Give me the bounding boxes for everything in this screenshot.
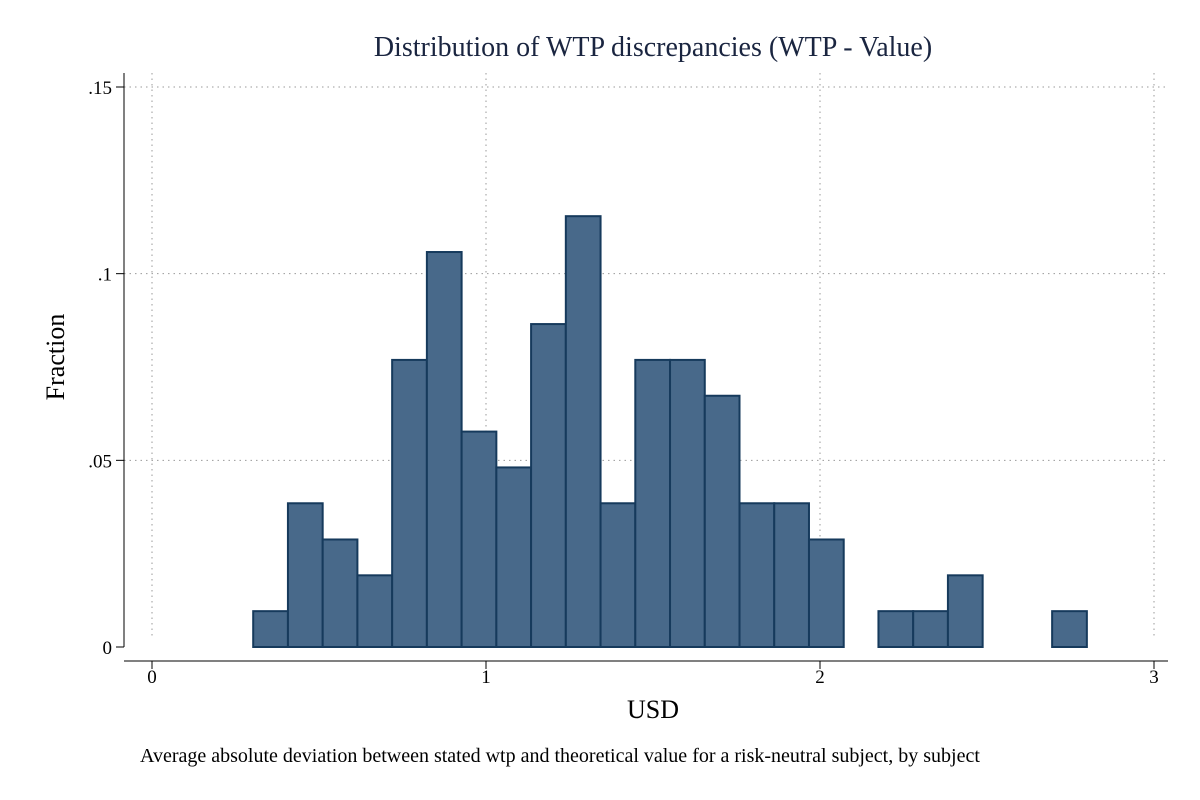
histogram-bar (877, 610, 915, 648)
histogram-bar (530, 323, 567, 648)
histogram-bar (703, 394, 741, 648)
histogram-bar (286, 502, 324, 648)
histogram-bar (1051, 610, 1088, 648)
histogram-bar (495, 466, 533, 648)
histogram-bar (773, 502, 810, 648)
histogram-bar (912, 610, 949, 648)
histogram-bar (599, 502, 637, 648)
x-axis-title: USD (627, 695, 679, 724)
chart-note: Average absolute deviation between state… (140, 745, 980, 767)
axes-layer: 0 .05 .1 .15 0 1 2 3 (88, 73, 1168, 688)
histogram-bar (356, 574, 394, 649)
histogram-bar (391, 358, 428, 648)
y-tick-label: .15 (88, 78, 112, 99)
histogram-bar (738, 502, 776, 648)
histogram-bar (321, 538, 359, 648)
y-tick-label: 0 (103, 638, 113, 659)
y-tick-label: .05 (88, 451, 112, 472)
chart-title: Distribution of WTP discrepancies (WTP -… (374, 32, 932, 63)
y-tick-label: .1 (98, 265, 112, 286)
x-tick-label: 3 (1149, 667, 1159, 688)
bars-layer (252, 215, 1088, 649)
x-tick-label: 1 (481, 667, 491, 688)
histogram-bar (252, 610, 289, 648)
histogram-bar (634, 358, 672, 648)
grid-layer (124, 73, 1168, 637)
histogram-bar (564, 215, 602, 648)
y-axis-title: Fraction (41, 314, 70, 401)
histogram-bar (946, 574, 984, 649)
x-tick-label: 2 (815, 667, 825, 688)
histogram-bar (807, 538, 845, 648)
histogram-bar (425, 251, 463, 648)
histogram-bar (669, 358, 706, 648)
x-tick-label: 0 (147, 667, 157, 688)
histogram-bar (460, 430, 498, 648)
